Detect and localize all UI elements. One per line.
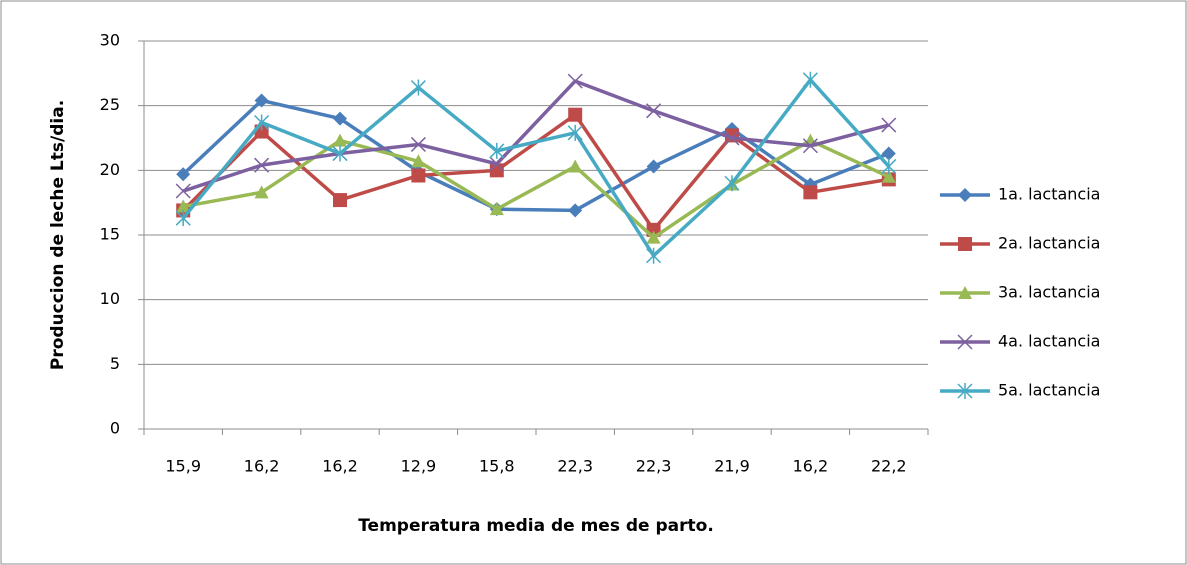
point — [881, 169, 896, 183]
legend-label: 5a. lactancia — [998, 381, 1100, 400]
point — [568, 203, 583, 218]
point — [254, 185, 269, 199]
x-tick-label: 21,9 — [714, 457, 750, 476]
y-tick-label: 25 — [100, 95, 120, 114]
point — [489, 202, 504, 216]
x-tick-label: 22,3 — [557, 457, 593, 476]
legend-marker — [958, 237, 972, 251]
point — [176, 199, 191, 213]
x-tick-label: 15,9 — [165, 457, 201, 476]
legend-marker — [958, 286, 972, 299]
point — [254, 114, 270, 131]
point — [410, 136, 426, 152]
point — [254, 157, 270, 173]
point — [881, 117, 897, 133]
point — [802, 71, 818, 88]
point — [802, 138, 818, 154]
point — [489, 142, 505, 159]
point — [332, 145, 348, 162]
point — [646, 247, 662, 264]
x-tick-label: 16,2 — [793, 457, 829, 476]
y-tick-label: 15 — [100, 225, 120, 244]
x-tick-label: 15,8 — [479, 457, 515, 476]
x-axis-title: Temperatura media de mes de parto. — [358, 516, 714, 536]
point — [489, 156, 505, 172]
legend-marker — [958, 188, 972, 202]
point — [803, 185, 818, 200]
point — [881, 158, 897, 175]
point — [646, 103, 662, 119]
series-line — [182, 79, 890, 193]
legend-label: 1a. lactancia — [998, 185, 1100, 204]
x-tick-label: 22,2 — [871, 457, 907, 476]
point — [411, 154, 426, 168]
point — [724, 130, 740, 146]
point — [411, 168, 426, 183]
legend-marker — [957, 334, 973, 350]
point — [176, 167, 191, 182]
point — [568, 107, 583, 122]
y-tick-label: 10 — [100, 289, 120, 308]
point — [646, 159, 661, 174]
point — [333, 193, 347, 208]
x-tick-label: 16,2 — [322, 457, 358, 476]
x-tick-label: 22,3 — [636, 457, 672, 476]
legend-label: 3a. lactancia — [998, 283, 1100, 302]
y-tick-label: 30 — [100, 31, 120, 50]
point — [254, 93, 269, 108]
point — [646, 230, 661, 244]
x-tick-label: 12,9 — [401, 457, 437, 476]
series-line — [182, 98, 890, 213]
y-axis-title: Produccion de leche Lts/dia. — [48, 100, 68, 370]
series-line — [182, 138, 890, 240]
legend-label: 4a. lactancia — [998, 332, 1100, 351]
point — [724, 175, 740, 192]
legend-marker — [957, 383, 973, 399]
y-tick-label: 20 — [100, 160, 120, 179]
legend-label: 2a. lactancia — [998, 234, 1100, 253]
x-tick-label: 16,2 — [244, 457, 280, 476]
point — [568, 159, 583, 173]
point — [333, 133, 347, 147]
y-tick-label: 5 — [110, 354, 120, 373]
point — [333, 111, 347, 126]
point — [567, 124, 583, 141]
point — [881, 146, 896, 161]
y-tick-label: 0 — [110, 419, 120, 438]
series-line — [181, 78, 891, 258]
point — [567, 73, 583, 89]
point — [410, 79, 426, 96]
point — [175, 183, 191, 199]
point — [175, 210, 191, 227]
